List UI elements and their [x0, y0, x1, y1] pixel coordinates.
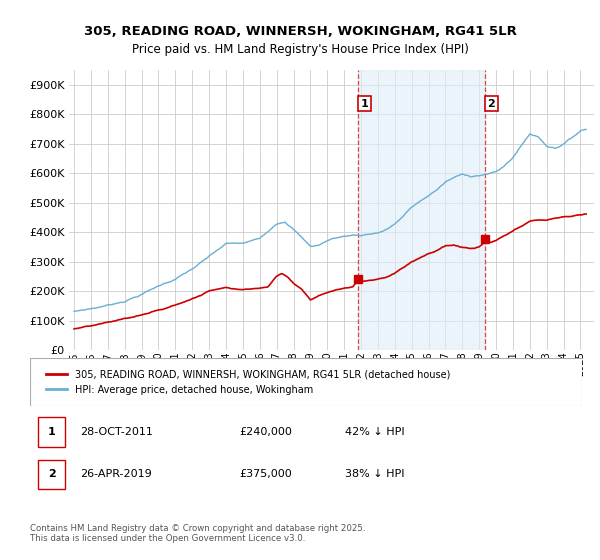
FancyBboxPatch shape	[30, 358, 582, 406]
Text: 305, READING ROAD, WINNERSH, WOKINGHAM, RG41 5LR: 305, READING ROAD, WINNERSH, WOKINGHAM, …	[83, 25, 517, 39]
Legend: 305, READING ROAD, WINNERSH, WOKINGHAM, RG41 5LR (detached house), HPI: Average : 305, READING ROAD, WINNERSH, WOKINGHAM, …	[46, 370, 451, 395]
Text: 2: 2	[487, 99, 495, 109]
Text: Contains HM Land Registry data © Crown copyright and database right 2025.
This d: Contains HM Land Registry data © Crown c…	[30, 524, 365, 543]
Text: 28-OCT-2011: 28-OCT-2011	[80, 427, 152, 437]
Bar	[358, 70, 485, 350]
FancyBboxPatch shape	[38, 417, 65, 447]
Text: £240,000: £240,000	[240, 427, 293, 437]
Text: £375,000: £375,000	[240, 469, 293, 479]
Text: 42% ↓ HPI: 42% ↓ HPI	[344, 427, 404, 437]
Text: 1: 1	[361, 99, 368, 109]
Text: 2: 2	[47, 469, 55, 479]
Text: 26-APR-2019: 26-APR-2019	[80, 469, 151, 479]
Text: 38% ↓ HPI: 38% ↓ HPI	[344, 469, 404, 479]
Text: 1: 1	[47, 427, 55, 437]
FancyBboxPatch shape	[38, 460, 65, 489]
Text: Price paid vs. HM Land Registry's House Price Index (HPI): Price paid vs. HM Land Registry's House …	[131, 43, 469, 56]
